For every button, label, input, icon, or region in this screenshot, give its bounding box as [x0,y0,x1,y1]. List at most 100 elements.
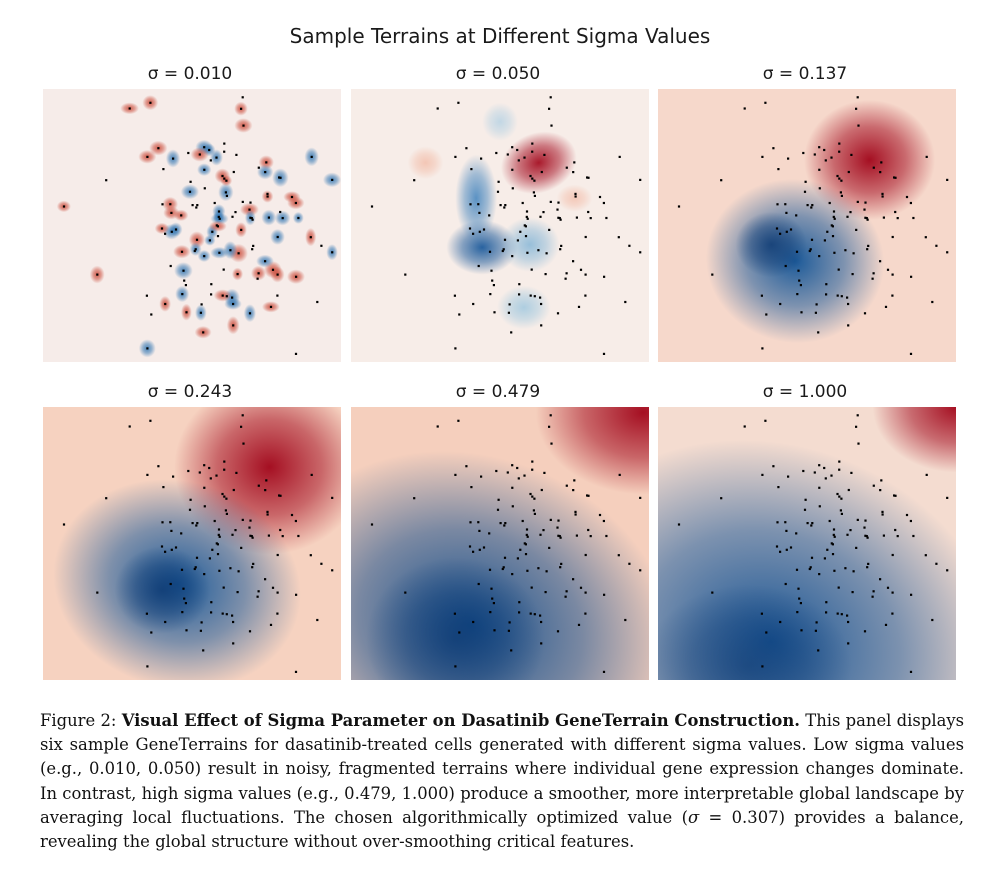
gene-point [208,466,211,470]
gene-point [203,255,206,258]
panel-title-5: σ = 0.479 [455,382,541,402]
gene-point [849,211,852,214]
gene-point [818,168,821,171]
gene-point [164,620,167,624]
gene-point [210,601,213,604]
gene-point [516,148,519,152]
gene-point [203,505,206,508]
gene-point [879,578,882,581]
gene-point [203,146,206,149]
gene-point [881,195,884,198]
gene-point [550,124,553,127]
gene-point [810,238,814,241]
gene-point [598,195,602,199]
gene-point [846,614,849,617]
gene-point [519,230,522,233]
gene-point [910,275,913,278]
gene-point [893,494,896,497]
gene-point [232,324,235,327]
gene-point [817,649,820,652]
gene-point [865,217,868,220]
gene-point [180,568,184,571]
gene-point [162,168,165,171]
gene-point [797,587,800,590]
gene-point [511,464,514,467]
terrain-blob [735,211,807,278]
gene-point [525,528,529,531]
gene-point [529,294,532,297]
gene-point [543,471,546,474]
gene-point [188,508,192,511]
gene-point [795,568,799,571]
gene-point [909,519,912,523]
gene-point [295,275,298,278]
gene-point [784,521,787,524]
gene-point [784,582,787,586]
gene-point [910,593,913,596]
gene-point [865,535,868,538]
panel-title-4: σ = 0.243 [147,382,233,402]
gene-point [828,201,831,205]
gene-point [529,492,532,496]
gene-point [836,612,839,615]
gene-point [223,142,226,145]
gene-point [276,235,279,239]
gene-point [931,618,934,622]
gene-point [830,224,833,227]
gene-point [478,230,481,233]
gene-point [584,273,587,276]
gene-point [813,471,816,474]
gene-point [587,210,590,214]
gene-point [624,300,627,304]
gene-point [281,217,284,220]
gene-point [170,529,173,532]
gene-point [223,468,226,471]
gene-point [545,252,548,255]
gene-point [495,469,498,473]
gene-point [886,586,890,589]
gene-point [743,425,746,428]
gene-point [257,166,260,169]
gene-point [617,236,620,239]
gene-point [872,166,875,169]
gene-point [210,283,213,286]
gene-point [559,566,562,569]
gene-point [146,155,149,158]
gene-point [796,611,799,614]
gene-point [128,425,131,428]
gene-point [501,567,504,571]
gene-point [775,545,779,548]
gene-point [864,534,867,537]
gene-point [545,570,548,573]
gene-point [881,192,884,195]
gene-point [279,528,282,532]
gene-point [224,509,227,512]
gene-point [516,557,519,560]
gene-point [833,569,836,572]
gene-point [855,546,858,549]
gene-point [189,498,192,501]
gene-point [62,523,66,526]
gene-point [764,419,767,422]
terrain-blob [482,102,518,141]
gene-point [602,670,606,673]
gene-point [809,248,812,251]
gene-point [818,187,821,190]
gene-point [896,217,899,220]
gene-point [276,612,279,615]
terrain-blob [500,217,560,272]
gene-point [905,195,909,199]
gene-point [502,566,505,569]
gene-point [225,179,228,182]
gene-point [187,469,190,473]
gene-point [240,107,243,110]
gene-point [279,210,282,214]
gene-point [550,442,553,445]
gene-point [603,275,606,278]
gene-point [199,311,202,314]
gene-point [208,239,211,242]
gene-point [309,554,312,557]
gene-point [164,232,167,235]
gene-point [217,533,220,536]
gene-point [761,473,764,476]
